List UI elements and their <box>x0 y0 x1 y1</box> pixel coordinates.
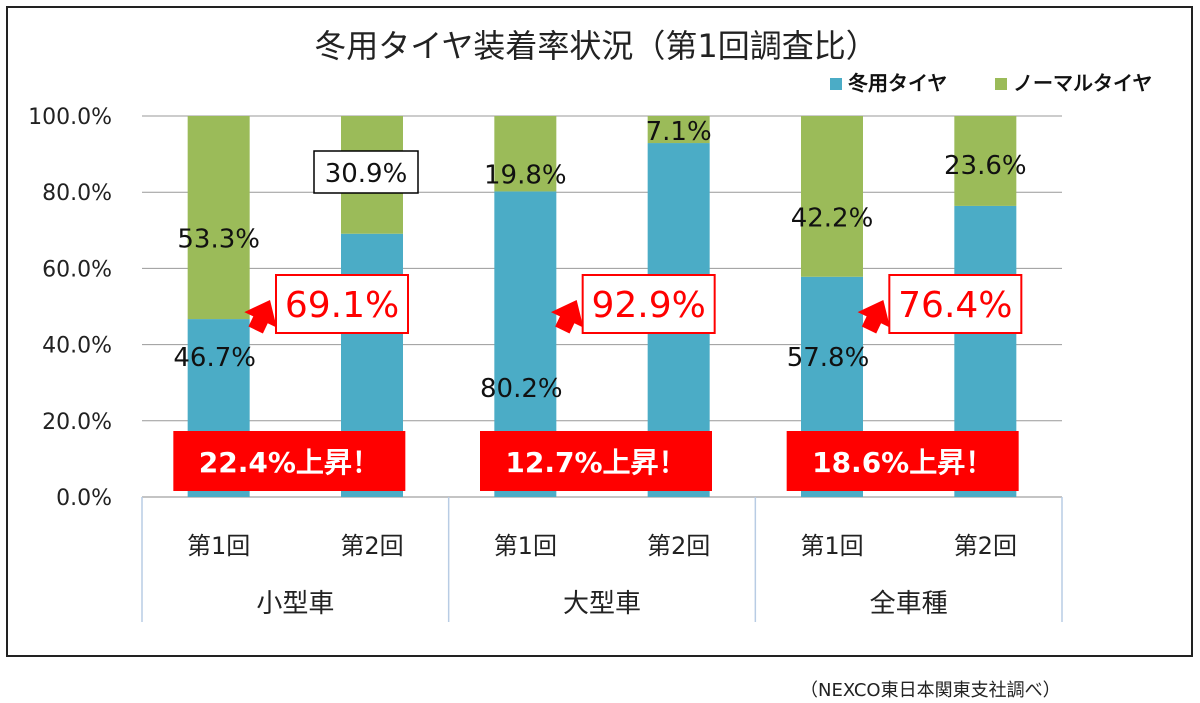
highlight-value-box <box>581 274 716 334</box>
data-label-winter: 57.8% <box>787 343 870 373</box>
increase-arrow-shape <box>857 299 891 334</box>
x-tick-label: 第1回 <box>800 532 863 560</box>
increase-badge <box>480 431 712 491</box>
highlight-value-label: 69.1% <box>285 285 399 326</box>
highlight-value-label: 76.4% <box>898 285 1012 326</box>
x-tick-label: 第1回 <box>187 532 250 560</box>
data-label-winter: 80.2% <box>480 374 563 404</box>
data-label-normal: 7.1% <box>646 117 712 147</box>
bar-normal-tire <box>954 116 1017 206</box>
x-tick-label: 第2回 <box>647 532 710 560</box>
group-label: 大型車 <box>563 589 641 619</box>
legend-label: ノーマルタイヤ <box>1013 71 1152 95</box>
bar-normal-tire <box>801 116 863 277</box>
data-label-normal: 42.2% <box>791 203 874 233</box>
data-label-normal: 23.6% <box>944 151 1027 181</box>
increase-arrow <box>857 299 891 334</box>
data-label-normal: 19.8% <box>484 161 567 191</box>
source-note: （NEXCO東日本関東支社調べ） <box>800 680 1061 701</box>
y-tick-label: 40.0% <box>42 334 112 359</box>
y-tick-label: 100.0% <box>28 105 112 130</box>
bar-normal-tire <box>494 116 557 192</box>
increase-arrow <box>244 299 277 334</box>
increase-arrow-shape <box>550 299 584 334</box>
increase-badge <box>786 431 1019 491</box>
x-tick-label: 第2回 <box>340 532 403 560</box>
data-label-winter: 46.7% <box>173 343 256 373</box>
highlight-value-box <box>275 274 409 334</box>
x-tick-label: 第2回 <box>954 532 1017 560</box>
legend-swatch <box>830 78 842 90</box>
legend-label: 冬用タイヤ <box>848 71 947 95</box>
group-label: 小型車 <box>256 589 334 619</box>
y-tick-label: 80.0% <box>42 181 112 206</box>
highlight-value-label: 92.9% <box>591 285 705 326</box>
data-label-normal: 53.3% <box>177 225 260 255</box>
increase-badge-label: 18.6%上昇！ <box>812 446 993 479</box>
increase-arrow <box>550 299 584 334</box>
group-label: 全車種 <box>870 589 948 619</box>
increase-arrow-shape <box>244 299 277 334</box>
y-tick-label: 60.0% <box>42 257 112 282</box>
chart-frame <box>6 6 1193 657</box>
legend-swatch <box>995 78 1007 90</box>
y-tick-label: 20.0% <box>42 410 112 435</box>
data-label-normal: 30.9% <box>325 159 408 189</box>
increase-badge <box>173 431 406 491</box>
chart-title: 冬用タイヤ装着率状況（第1回調査比） <box>314 27 877 65</box>
bar-normal-tire <box>187 116 250 320</box>
bar-normal-tire <box>647 116 710 144</box>
data-label-box <box>313 150 419 194</box>
increase-badge-label: 12.7%上昇！ <box>505 446 686 479</box>
y-tick-label: 0.0% <box>56 486 112 511</box>
highlight-value-box <box>888 274 1023 334</box>
increase-badge-label: 22.4%上昇！ <box>199 446 380 479</box>
x-tick-label: 第1回 <box>494 532 557 560</box>
